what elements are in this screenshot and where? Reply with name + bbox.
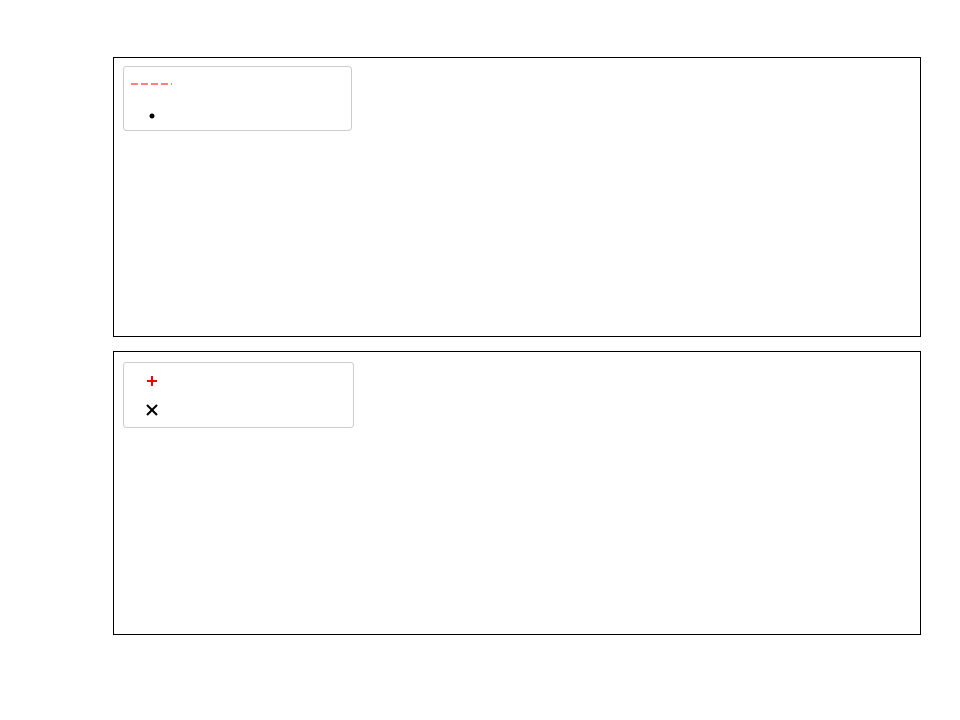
top-axes-frame [113,57,921,337]
bottom-axes-frame [113,351,921,635]
matched-stars-legend-icon [147,376,157,386]
bottom-legend-frame [123,362,354,428]
bottom-legend [123,362,354,428]
top-legend-frame [123,66,352,131]
bottom-panel [113,351,921,635]
top-panel [113,57,921,337]
predicted-stars-legend-icon [146,404,158,416]
measurements-legend-icon [149,113,155,119]
top-legend [123,66,352,131]
